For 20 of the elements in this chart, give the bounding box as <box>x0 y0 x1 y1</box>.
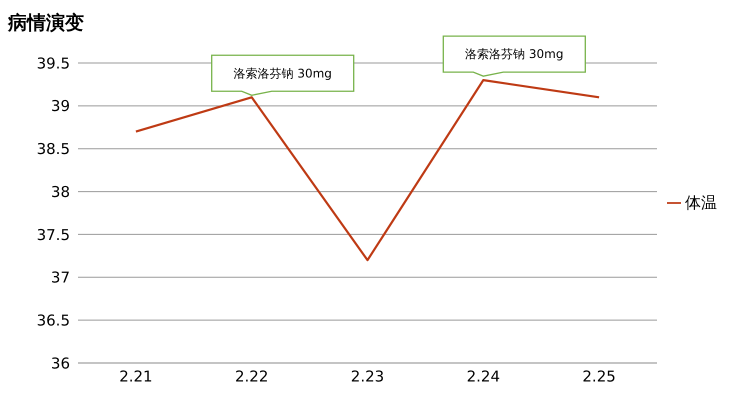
x-tick-label: 2.25 <box>582 368 616 386</box>
annotation: 洛索洛芬钠 30mg <box>234 66 332 80</box>
line-series <box>134 79 600 262</box>
y-tick-label: 39 <box>50 97 70 116</box>
y-tick-label: 38.5 <box>36 140 70 158</box>
y-tick-label: 37.5 <box>36 226 70 244</box>
callout-box: 洛索洛芬钠 30mg <box>442 36 586 77</box>
x-tick-label: 2.23 <box>350 368 384 386</box>
y-tick-label: 36.5 <box>36 311 70 330</box>
x-tick-label: 2.21 <box>119 368 153 386</box>
legend-label: 体温 <box>685 192 717 212</box>
y-tick-label: 37 <box>50 268 70 287</box>
chart-title: 病情演变 <box>8 11 84 36</box>
x-tick-label: 2.22 <box>234 368 268 386</box>
x-tick-label: 2.24 <box>466 368 500 386</box>
y-tick-label: 36 <box>50 354 70 372</box>
callout-box: 洛索洛芬钠 30mg <box>211 54 354 96</box>
y-tick-label: 38 <box>50 182 70 201</box>
y-tick-label: 39.5 <box>36 54 70 72</box>
annotation: 洛索洛芬钠 30mg <box>465 47 564 62</box>
